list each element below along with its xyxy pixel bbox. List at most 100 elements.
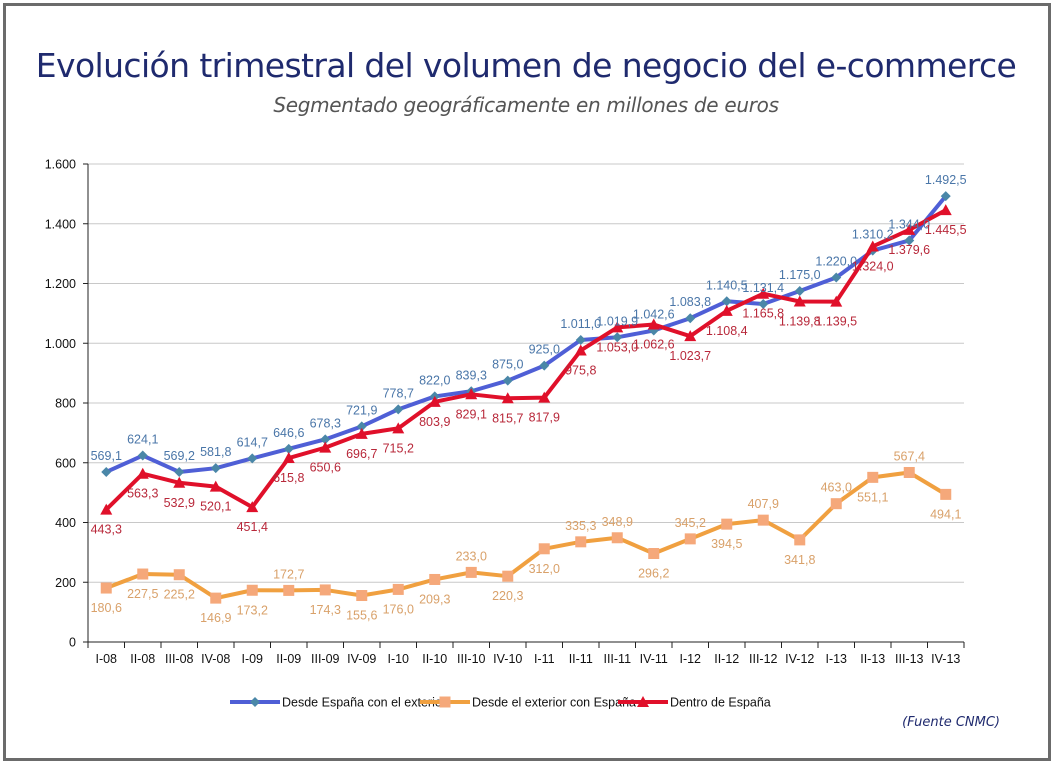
chart-frame [3,3,1051,761]
data-label: 803,9 [419,415,450,429]
data-label: 463,0 [821,481,852,495]
triangle-marker [465,388,478,400]
square-marker [465,566,477,578]
data-label: 1.379,6 [888,243,930,257]
data-label: 1.175,0 [779,268,821,282]
data-label: 1.344,0 [888,217,930,231]
data-label: 532,9 [164,496,195,510]
triangle-marker [100,503,113,515]
data-label: 176,0 [383,602,414,616]
data-label: 312,0 [529,562,560,576]
triangle-marker [866,240,879,252]
data-label: 335,3 [565,519,596,533]
square-marker [137,568,149,580]
square-marker [794,534,806,546]
triangle-marker [392,422,405,434]
diamond-marker [721,296,732,307]
data-label: 1.083,8 [669,295,711,309]
data-label: 1.165,8 [742,307,784,321]
triangle-marker [757,287,770,299]
triangle-marker [637,696,649,707]
triangle-marker [319,441,332,453]
diamond-marker [575,334,586,345]
square-marker [439,696,451,708]
data-label: 174,3 [310,603,341,617]
data-label: 1.019,9 [596,314,638,328]
triangle-marker [246,501,259,513]
series-line-0 [105,194,948,474]
triangle-marker [720,304,733,316]
data-label: 875,0 [492,358,523,372]
data-label: 348,9 [602,515,633,529]
diamond-marker [758,298,769,309]
data-label: 233,0 [456,549,487,563]
diamond-marker [250,697,260,707]
data-label: 715,2 [383,441,414,455]
x-tick-label: III-10 [457,652,486,666]
data-label: 1.310,2 [852,228,894,242]
data-label: 220,3 [492,589,523,603]
x-tick-label: IV-10 [493,652,522,666]
y-tick-label: 1.000 [45,337,76,351]
x-tick-label: II-08 [130,652,155,666]
data-label: 155,6 [346,609,377,623]
y-tick-label: 1.600 [45,158,76,172]
data-label: 614,7 [237,435,268,449]
triangle-marker [136,467,149,479]
triangle-marker [611,321,624,333]
axes: 0 200 400 600 800 1.000 1.200 1.400 1.600 I-08 II-… [45,158,965,666]
legend: Desde España con el exterior Desde el ext… [230,696,771,710]
data-label: 1.011,0 [560,317,601,331]
square-marker [575,536,587,548]
y-tick-label: 400 [55,516,76,530]
data-label: 581,8 [200,445,231,459]
data-label: 567,4 [894,449,925,463]
triangle-marker [903,223,916,235]
data-label: 822,0 [419,373,450,387]
x-tick-label: IV-08 [201,652,230,666]
data-labels: 569,1 624,1 569,2 581,8 614,7 646,6 678,3 721,9… [91,173,967,625]
y-tick-label: 1.400 [45,217,76,231]
x-tick-label: III-08 [165,652,194,666]
data-label: 1.108,4 [706,324,748,338]
data-label: 624,1 [127,433,158,447]
square-marker [246,584,258,596]
triangle-marker [830,295,843,307]
triangle-marker [574,344,587,356]
data-label: 1.131,4 [742,281,784,295]
data-label: 209,3 [419,592,450,606]
series-line-1 [105,470,947,601]
data-label: 829,1 [456,407,487,421]
legend-item: Desde España con el exterior [230,696,446,710]
y-tick-label: 1.200 [45,277,76,291]
square-marker [319,584,331,596]
diamond-marker [210,463,221,474]
x-tick-label: III-11 [603,652,631,666]
data-label: 646,6 [273,426,304,440]
x-tick-label: II-11 [569,652,593,666]
data-label: 815,7 [492,411,523,425]
data-label: 172,7 [273,567,304,581]
x-tick-label: III-12 [749,652,778,666]
data-label: 569,2 [164,449,195,463]
x-tick-label: I-09 [241,652,263,666]
data-label: 1.139,5 [815,315,857,329]
data-label: 569,1 [91,449,122,463]
triangle-marker [209,480,222,492]
x-tick-label: IV-13 [931,652,960,666]
data-label: 180,6 [91,601,122,615]
y-tick-label: 800 [55,397,76,411]
square-marker [648,548,660,560]
y-tick-label: 600 [55,456,76,470]
data-label: 778,7 [383,386,414,400]
x-tick-label: I-11 [534,652,555,666]
square-marker [392,583,404,595]
chart-title: Evolución trimestral del volumen de nego… [35,46,1017,85]
data-label: 1.023,7 [669,349,711,363]
x-tick-label: I-08 [95,652,117,666]
diamond-marker [283,443,294,454]
square-marker [502,570,514,582]
square-marker [173,569,185,581]
legend-label: Desde el exterior con España [472,696,636,710]
